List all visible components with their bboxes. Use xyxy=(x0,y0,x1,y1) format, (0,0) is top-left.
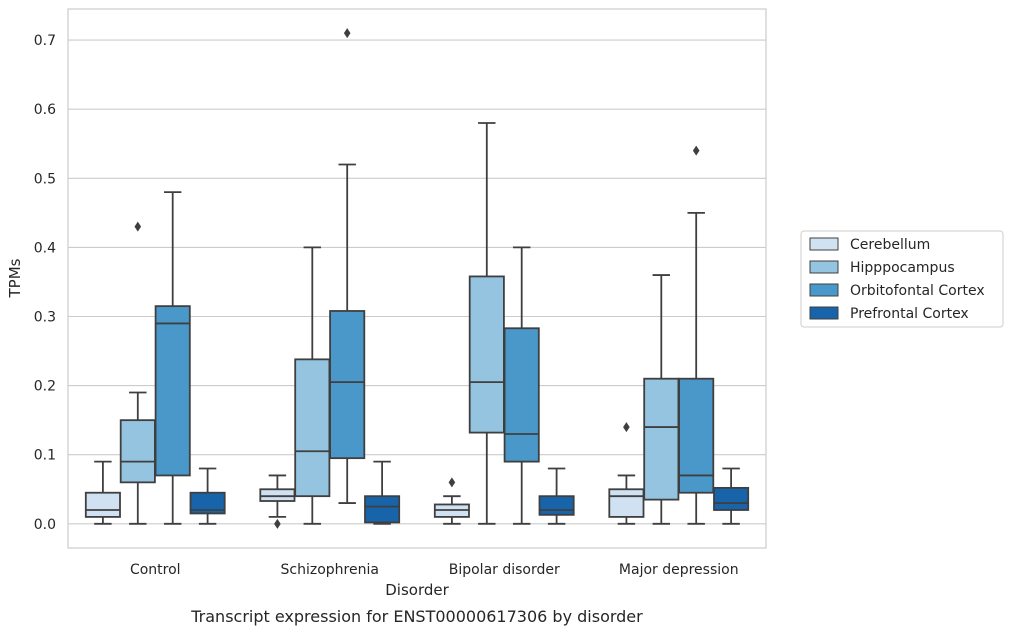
box-hipppocampus-bipolar-disorder xyxy=(468,122,505,525)
legend-swatch xyxy=(809,283,839,297)
iqr-box xyxy=(643,377,680,501)
iqr-box xyxy=(713,486,750,511)
iqr-box xyxy=(154,305,191,477)
legend-label: Orbitofontal Cortex xyxy=(850,283,985,299)
y-tick-label: 0.7 xyxy=(34,33,56,49)
box-hipppocampus-major-depression xyxy=(643,274,680,525)
box-hipppocampus-schizophrenia xyxy=(294,246,331,525)
y-tick-label: 0.1 xyxy=(34,448,56,464)
box-cerebellum-major-depression xyxy=(608,422,645,525)
legend: Cerebellum Hipppocampus Orbitofontal Corte… xyxy=(800,230,1004,328)
box-cerebellum-bipolar-disorder xyxy=(433,477,470,525)
iqr-box xyxy=(189,491,226,515)
legend-frame xyxy=(800,230,1004,328)
chart-caption: Transcript expression for ENST0000061730… xyxy=(190,607,643,626)
iqr-box xyxy=(329,310,366,460)
outlier-point xyxy=(274,518,281,529)
y-tick-label: 0.6 xyxy=(34,102,56,118)
box-prefrontal-cortex-bipolar-disorder xyxy=(538,467,575,525)
y-tick-label: 0.5 xyxy=(34,171,56,187)
x-axis-title: Disorder xyxy=(385,581,449,599)
y-axis-title: TPMs xyxy=(6,258,24,298)
box-orbitofontal-cortex-major-depression xyxy=(678,145,715,525)
legend-item-cerebellum: Cerebellum xyxy=(809,237,930,253)
iqr-box xyxy=(678,377,715,494)
outlier-point xyxy=(692,145,700,156)
y-tick-label: 0.3 xyxy=(34,310,56,326)
iqr-box xyxy=(364,495,401,524)
box-orbitofontal-cortex-bipolar-disorder xyxy=(503,246,540,525)
legend-item-orbitofontal-cortex: Orbitofontal Cortex xyxy=(809,283,985,299)
iqr-box xyxy=(608,488,645,518)
legend-swatch xyxy=(809,306,839,320)
iqr-box xyxy=(259,488,296,502)
legend-item-prefrontal-cortex: Prefrontal Cortex xyxy=(809,306,969,322)
outlier-point xyxy=(134,221,142,232)
box-series xyxy=(84,28,750,529)
outlier-point xyxy=(623,422,630,433)
legend-label: Prefrontal Cortex xyxy=(850,306,969,322)
x-tick-labels: Control Schizophrenia Bipolar disorder Majo… xyxy=(130,562,739,578)
iqr-box xyxy=(119,419,156,484)
iqr-box xyxy=(538,495,575,516)
iqr-box xyxy=(294,358,331,498)
outlier-point xyxy=(343,28,351,39)
box-prefrontal-cortex-major-depression xyxy=(713,467,750,525)
x-tick-label: Control xyxy=(130,562,181,578)
iqr-box xyxy=(84,491,121,518)
outlier-point xyxy=(448,477,456,488)
box-prefrontal-cortex-control xyxy=(189,467,226,525)
legend-label: Cerebellum xyxy=(850,237,930,253)
y-tick-label: 0.2 xyxy=(34,379,56,395)
box-orbitofontal-cortex-control xyxy=(154,191,191,525)
iqr-box xyxy=(503,327,540,463)
box-hipppocampus-control xyxy=(119,221,156,525)
legend-swatch xyxy=(809,237,839,251)
y-tick-label: 0.0 xyxy=(34,517,56,533)
x-tick-label: Schizophrenia xyxy=(281,562,379,578)
y-tick-labels: 0.0 0.1 0.2 0.3 0.4 0.5 0.6 0.7 xyxy=(34,33,56,533)
x-tick-label: Bipolar disorder xyxy=(449,562,560,578)
legend-label: Hipppocampus xyxy=(850,260,955,276)
legend-swatch xyxy=(809,260,839,274)
y-tick-label: 0.4 xyxy=(34,240,56,256)
x-tick-label: Major depression xyxy=(619,562,739,578)
iqr-box xyxy=(468,275,505,434)
box-orbitofontal-cortex-schizophrenia xyxy=(329,28,366,504)
box-prefrontal-cortex-schizophrenia xyxy=(364,460,401,525)
legend-item-hipppocampus: Hipppocampus xyxy=(809,260,955,276)
box-cerebellum-control xyxy=(84,460,121,525)
